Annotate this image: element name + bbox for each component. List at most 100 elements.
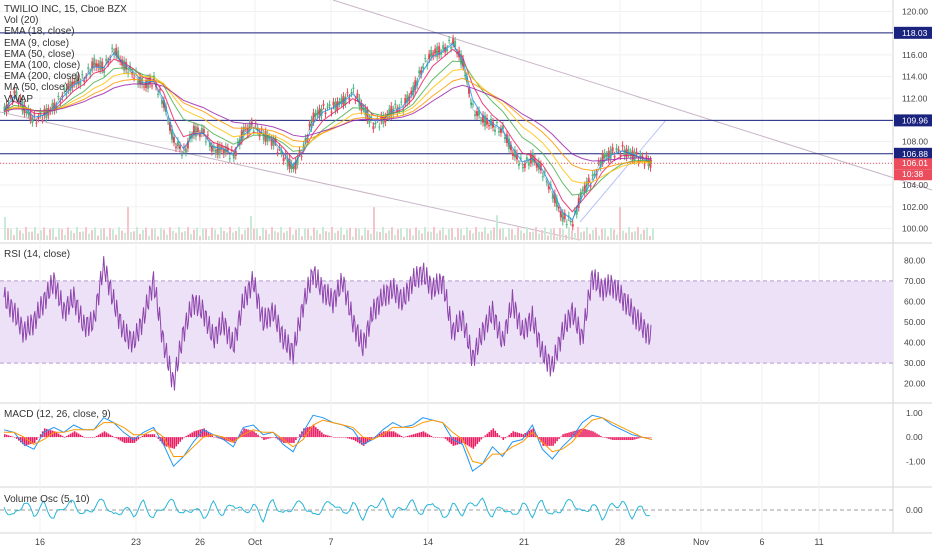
trendline-lower[interactable] — [0, 111, 581, 241]
volume-osc-pane[interactable] — [0, 497, 893, 524]
volume-bar — [649, 235, 651, 240]
macd-histogram-bar — [468, 437, 471, 447]
volume-bar — [130, 232, 132, 240]
volume-bar — [322, 227, 324, 240]
volume-bar — [412, 235, 414, 240]
candle-body — [320, 108, 323, 116]
volume-bar — [535, 227, 537, 240]
volume-bar — [136, 227, 138, 240]
macd-signal-line[interactable] — [4, 417, 653, 465]
volume-bar — [391, 227, 393, 240]
trendline-upper[interactable] — [332, 0, 932, 191]
macd-histogram-bar — [346, 437, 349, 439]
candle-body — [579, 192, 582, 200]
volume-bar — [34, 227, 36, 240]
candle-body — [418, 70, 421, 74]
macd-histogram-bar — [57, 433, 60, 438]
indicator-ema-200[interactable]: EMA (200, close) — [4, 71, 81, 83]
volume-bar — [253, 228, 255, 240]
macd-line[interactable] — [3, 414, 653, 472]
trendline-rebound[interactable] — [579, 119, 667, 223]
macd-histogram-bar — [215, 437, 217, 438]
ema-line[interactable] — [3, 77, 653, 172]
rsi-title[interactable]: RSI (14, close) — [4, 249, 71, 260]
candle-body — [318, 108, 321, 118]
candle-body — [531, 152, 534, 163]
macd-histogram-bar — [51, 430, 54, 438]
rsi-pane[interactable] — [0, 256, 893, 391]
indicator-vol[interactable]: Vol (20) — [4, 15, 39, 27]
macd-histogram-bar — [408, 435, 411, 438]
indicator-ema-50[interactable]: EMA (50, close) — [4, 48, 75, 60]
macd-histogram-bar — [207, 431, 209, 438]
volume-bar — [595, 227, 597, 240]
candle-body — [521, 166, 524, 169]
macd-histogram-bar — [328, 435, 331, 438]
candle-body — [509, 144, 512, 150]
macd-histogram-bar — [450, 437, 453, 445]
macd-histogram-bar — [49, 430, 52, 438]
volume-bar — [565, 234, 567, 240]
rsi-line[interactable] — [3, 256, 652, 391]
volume-bar — [496, 215, 498, 240]
candle-body — [83, 80, 86, 82]
volume-bar — [49, 228, 51, 240]
candle-body — [372, 126, 375, 130]
macd-histogram-bar — [552, 437, 554, 446]
candle-body — [25, 111, 28, 114]
candle-body — [101, 61, 104, 70]
indicator-vwap[interactable]: VWAP — [4, 93, 34, 105]
candle-body — [406, 94, 409, 103]
ema-line[interactable] — [3, 83, 653, 162]
macd-histogram-bar — [243, 428, 245, 438]
volume-bar — [568, 227, 570, 240]
candle-body — [364, 107, 367, 116]
volume-bar — [73, 233, 75, 240]
volume-bar — [166, 234, 168, 240]
volume-bar — [88, 233, 90, 240]
candle-body — [551, 194, 554, 199]
macd-title[interactable]: MACD (12, 26, close, 9) — [4, 409, 111, 420]
volume-osc-title[interactable]: Volume Osc (5, 10) — [4, 494, 90, 505]
macd-histogram-bar — [426, 433, 429, 438]
volume-bar — [376, 231, 378, 240]
macd-histogram-bar — [558, 437, 560, 439]
volume-bar — [40, 230, 42, 240]
candle-body — [105, 58, 108, 61]
macd-histogram-bar — [79, 434, 82, 438]
close-line[interactable] — [3, 41, 653, 223]
macd-histogram-bar — [141, 435, 144, 438]
macd-histogram-bar — [584, 428, 586, 438]
volume-bar — [208, 236, 210, 240]
candle-body — [184, 148, 187, 153]
macd-histogram-bar — [554, 437, 556, 444]
macd-histogram-bar — [15, 437, 18, 439]
volume-bar — [601, 228, 603, 240]
indicator-ema-9[interactable]: EMA (9, close) — [4, 37, 70, 49]
macd-histogram-bar — [7, 435, 10, 438]
volume-bar — [493, 227, 495, 240]
macd-histogram-bar — [313, 425, 315, 438]
indicator-ema-100[interactable]: EMA (100, close) — [4, 60, 81, 72]
volume-bar — [109, 227, 111, 240]
macd-histogram-bar — [247, 429, 249, 438]
macd-histogram-bar — [594, 432, 596, 438]
indicator-ma-50[interactable]: MA (50, close) — [4, 82, 68, 94]
macd-histogram-bar — [233, 437, 235, 443]
macd-histogram-bar — [205, 430, 207, 438]
macd-pane[interactable] — [3, 414, 653, 472]
volume-bar — [304, 228, 306, 240]
ema-line[interactable] — [3, 60, 653, 196]
candle-body — [216, 144, 219, 155]
ema-line[interactable] — [3, 43, 653, 221]
ema-line[interactable] — [3, 48, 653, 213]
price-pane[interactable] — [0, 0, 932, 241]
volume-bar — [442, 227, 444, 240]
macd-histogram-bar — [105, 432, 108, 438]
indicator-ema-18[interactable]: EMA (18, close) — [4, 26, 75, 38]
volume-bar — [217, 234, 219, 240]
macd-histogram-bar — [456, 437, 459, 445]
candle-body — [276, 152, 279, 154]
volume-osc-line[interactable] — [3, 497, 651, 524]
